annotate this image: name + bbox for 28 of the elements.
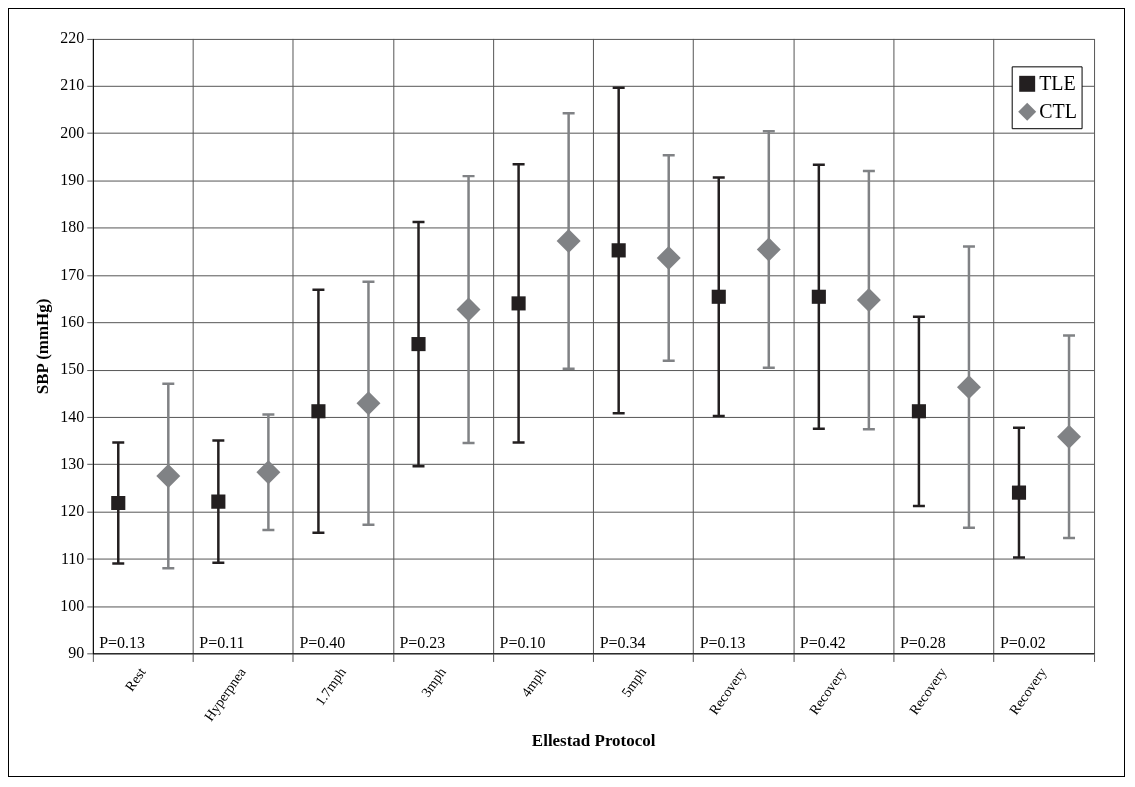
legend-label: CTL — [1039, 99, 1077, 122]
y-tick-label: 190 — [60, 171, 85, 189]
annotation: P=0.23 — [399, 634, 446, 652]
annotation: P=0.40 — [299, 634, 346, 652]
y-tick-label: 110 — [60, 549, 85, 567]
y-tick-label: 170 — [60, 265, 85, 283]
annotation: P=0.13 — [99, 634, 146, 652]
annotation: P=0.28 — [899, 634, 946, 652]
y-tick-label: 140 — [60, 407, 85, 425]
y-tick-label: 200 — [60, 123, 85, 141]
y-tick-label: 160 — [60, 312, 85, 330]
y-axis-title: SBP (mmHg) — [32, 298, 52, 395]
annotation: P=0.34 — [599, 634, 646, 652]
y-tick-label: 150 — [60, 360, 85, 378]
annotation: P=0.02 — [999, 634, 1046, 652]
y-tick-label: 220 — [60, 29, 85, 47]
y-tick-label: 100 — [60, 596, 85, 614]
legend-label: TLE — [1039, 72, 1076, 95]
y-tick-label: 120 — [60, 502, 85, 520]
y-tick-label: 180 — [60, 218, 85, 236]
x-axis-title: Ellestad Protocol — [531, 731, 656, 751]
annotation: P=0.42 — [799, 634, 846, 652]
annotation: P=0.13 — [699, 634, 746, 652]
annotation: P=0.11 — [199, 634, 245, 652]
y-tick-label: 210 — [60, 76, 85, 94]
annotation: P=0.10 — [499, 634, 546, 652]
y-tick-label: 130 — [60, 454, 85, 472]
y-tick-label: 90 — [68, 644, 85, 662]
